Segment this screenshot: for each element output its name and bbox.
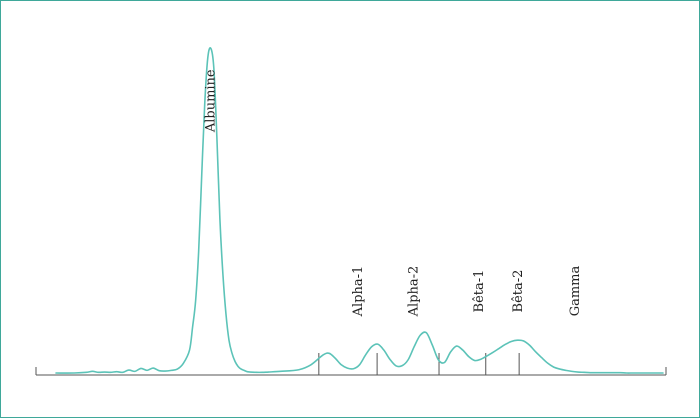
peak-label-gamma: Gamma bbox=[568, 265, 583, 316]
curve-layer bbox=[55, 47, 664, 374]
peak-label-albumine: Albumine bbox=[203, 69, 218, 133]
peak-label-b-ta-2: Bêta-2 bbox=[511, 270, 526, 313]
peak-label-alpha-1: Alpha-1 bbox=[351, 266, 366, 318]
peak-label-alpha-2: Alpha-2 bbox=[407, 266, 422, 318]
peak-label-b-ta-1: Bêta-1 bbox=[472, 270, 487, 313]
label-layer: Albumine Alpha-1 Alpha-2 Bêta-1 Bêta-2 Gamma bbox=[203, 69, 583, 317]
densitometry-curve bbox=[55, 47, 664, 374]
